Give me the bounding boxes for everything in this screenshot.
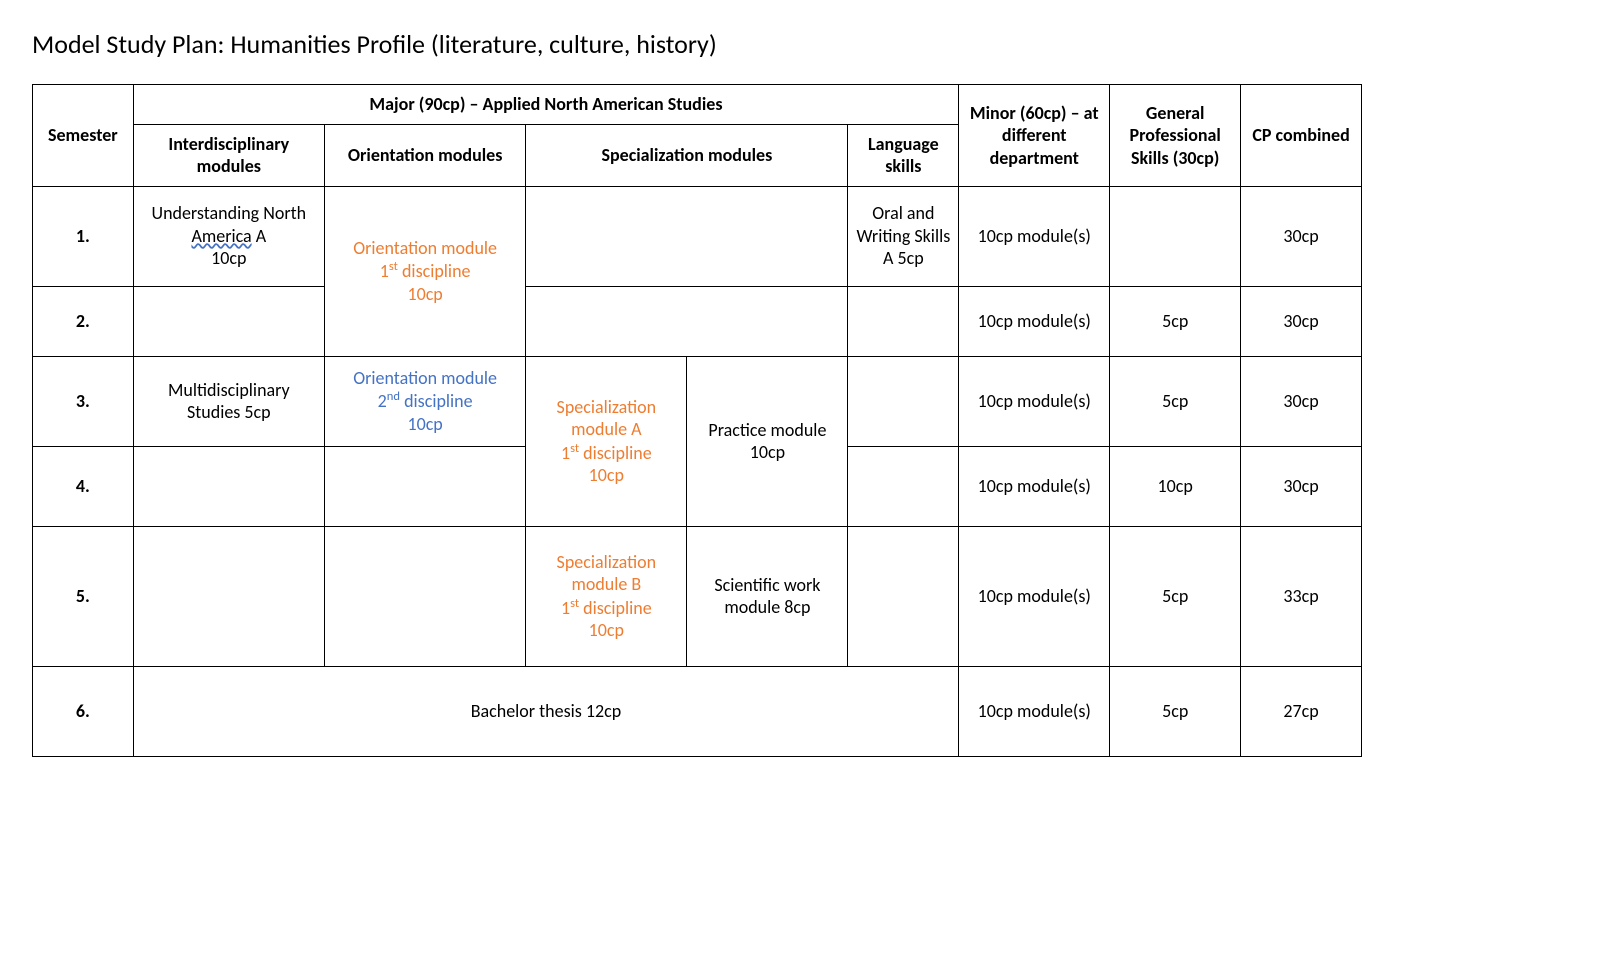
cell-cp-1: 30cp (1241, 186, 1362, 286)
cell-cp-2: 30cp (1241, 286, 1362, 356)
cell-gps-5: 5cp (1110, 526, 1241, 666)
cell-minor-6: 10cp module(s) (959, 666, 1110, 756)
cell-sem-6: 6. (33, 666, 134, 756)
cell-spec-1 (526, 186, 848, 286)
cell-minor-1: 10cp module(s) (959, 186, 1110, 286)
text: Orientation module (353, 237, 497, 259)
cell-inter-1: Understanding North America A 10cp (133, 186, 324, 286)
cell-specA-3-4: Specialization module A 1st discipline 1… (526, 356, 687, 526)
cell-lang-2 (848, 286, 959, 356)
text: 10cp (211, 247, 246, 269)
col-semester: Semester (33, 85, 134, 187)
cell-orient-3: Orientation module 2nd discipline 10cp (324, 356, 525, 446)
cell-cp-6: 27cp (1241, 666, 1362, 756)
text: 1 (561, 597, 570, 619)
cell-cp-4: 30cp (1241, 446, 1362, 526)
text: 1 (561, 442, 570, 464)
cell-gps-3: 5cp (1110, 356, 1241, 446)
col-orientation: Orientation modules (324, 124, 525, 186)
cell-sem-4: 4. (33, 446, 134, 526)
cell-lang-4 (848, 446, 959, 526)
text: Orientation module (353, 367, 497, 389)
cell-orient-1-2: Orientation module 1st discipline 10cp (324, 186, 525, 356)
cell-orient-5 (324, 526, 525, 666)
text: 1 (380, 260, 389, 282)
cell-lang-3 (848, 356, 959, 446)
text-sup: st (570, 441, 579, 456)
text-wavy: America (191, 225, 251, 247)
cell-practice-3-4: Practice module 10cp (687, 356, 848, 526)
cell-cp-5: 33cp (1241, 526, 1362, 666)
text: discipline (579, 597, 652, 619)
cell-sem-2: 2. (33, 286, 134, 356)
cell-spec-2 (526, 286, 848, 356)
col-minor: Minor (60cp) – at different department (959, 85, 1110, 187)
text: 10cp (407, 283, 442, 305)
cell-gps-1 (1110, 186, 1241, 286)
col-language: Language skills (848, 124, 959, 186)
cell-minor-2: 10cp module(s) (959, 286, 1110, 356)
cell-orient-4 (324, 446, 525, 526)
text: 2 (378, 390, 387, 412)
text-sup: nd (387, 389, 400, 404)
table-row: 5. Specialization module B 1st disciplin… (33, 526, 1362, 666)
text: Specialization module A (557, 396, 657, 441)
cell-gps-2: 5cp (1110, 286, 1241, 356)
text: Specialization module B (557, 551, 657, 596)
text-sup: st (389, 259, 398, 274)
cell-minor-3: 10cp module(s) (959, 356, 1110, 446)
col-cp: CP combined (1241, 85, 1362, 187)
text: discipline (400, 390, 473, 412)
col-major: Major (90cp) – Applied North American St… (133, 85, 959, 125)
study-plan-table: Semester Major (90cp) – Applied North Am… (32, 84, 1362, 757)
table-header-row-1: Semester Major (90cp) – Applied North Am… (33, 85, 1362, 125)
cell-inter-5 (133, 526, 324, 666)
cell-lang-5 (848, 526, 959, 666)
cell-inter-3: Multidisciplinary Studies 5cp (133, 356, 324, 446)
text: discipline (579, 442, 652, 464)
text: 10cp (589, 464, 624, 486)
cell-gps-4: 10cp (1110, 446, 1241, 526)
page-title: Model Study Plan: Humanities Profile (li… (32, 28, 1574, 60)
col-interdisciplinary: Interdisciplinary modules (133, 124, 324, 186)
text-sup: st (570, 596, 579, 611)
text: A (252, 225, 266, 247)
cell-minor-4: 10cp module(s) (959, 446, 1110, 526)
text: Understanding North (152, 202, 307, 224)
cell-scientific-5: Scientific work module 8cp (687, 526, 848, 666)
col-gps: General Professional Skills (30cp) (1110, 85, 1241, 187)
text: 10cp (407, 413, 442, 435)
text: discipline (398, 260, 471, 282)
table-row: 3. Multidisciplinary Studies 5cp Orienta… (33, 356, 1362, 446)
cell-minor-5: 10cp module(s) (959, 526, 1110, 666)
table-row: 2. 10cp module(s) 5cp 30cp (33, 286, 1362, 356)
cell-thesis-6: Bachelor thesis 12cp (133, 666, 959, 756)
table-row: 1. Understanding North America A 10cp Or… (33, 186, 1362, 286)
cell-lang-1: Oral and Writing Skills A 5cp (848, 186, 959, 286)
cell-sem-3: 3. (33, 356, 134, 446)
cell-sem-1: 1. (33, 186, 134, 286)
text: 10cp (589, 619, 624, 641)
cell-cp-3: 30cp (1241, 356, 1362, 446)
table-row: 6. Bachelor thesis 12cp 10cp module(s) 5… (33, 666, 1362, 756)
cell-inter-2 (133, 286, 324, 356)
cell-specB-5: Specialization module B 1st discipline 1… (526, 526, 687, 666)
col-specialization: Specialization modules (526, 124, 848, 186)
cell-gps-6: 5cp (1110, 666, 1241, 756)
cell-inter-4 (133, 446, 324, 526)
cell-sem-5: 5. (33, 526, 134, 666)
